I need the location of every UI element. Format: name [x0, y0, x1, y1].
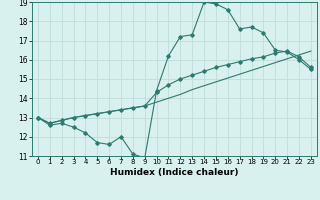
X-axis label: Humidex (Indice chaleur): Humidex (Indice chaleur) — [110, 168, 239, 177]
